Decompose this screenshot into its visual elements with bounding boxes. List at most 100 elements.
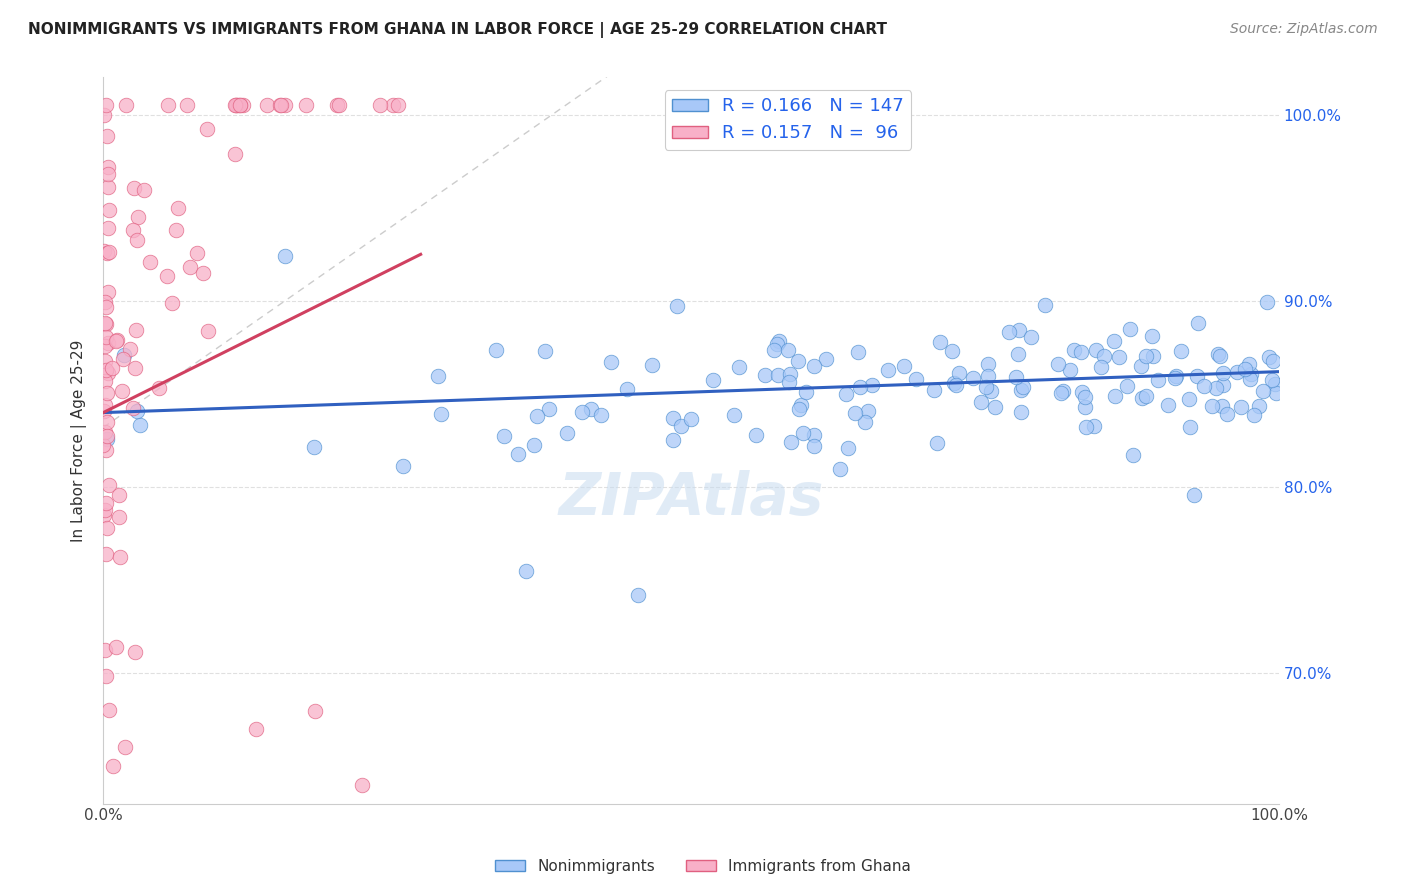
Point <box>830 462 852 476</box>
Point <box>1239 367 1261 381</box>
Point <box>96 432 118 446</box>
Point <box>139 255 162 269</box>
Point <box>970 395 993 409</box>
Point <box>1239 357 1261 371</box>
Point <box>1239 372 1261 386</box>
Point <box>94 643 117 657</box>
Point <box>96 521 118 535</box>
Point <box>1074 400 1097 414</box>
Point <box>1135 349 1157 363</box>
Point <box>97 336 120 351</box>
Point <box>94 502 117 516</box>
Point <box>304 704 326 718</box>
Point <box>368 98 391 112</box>
Point <box>1104 389 1126 403</box>
Point <box>779 368 801 382</box>
Point <box>392 459 415 474</box>
Point <box>124 360 146 375</box>
Point <box>1092 349 1115 363</box>
Point <box>127 210 149 224</box>
Point <box>534 344 557 359</box>
Point <box>1010 383 1032 397</box>
Point <box>1264 377 1286 392</box>
Point <box>1206 347 1229 361</box>
Point <box>91 438 114 452</box>
Point <box>128 417 150 432</box>
Point <box>1083 419 1105 434</box>
Point <box>96 415 118 429</box>
Point <box>1243 408 1265 422</box>
Point <box>786 353 808 368</box>
Point <box>526 409 548 424</box>
Point <box>814 351 837 366</box>
Point <box>1147 373 1170 387</box>
Point <box>101 759 124 773</box>
Point <box>269 98 291 112</box>
Point <box>515 564 537 578</box>
Point <box>112 348 135 362</box>
Point <box>662 411 685 425</box>
Point <box>778 376 800 390</box>
Point <box>274 249 297 263</box>
Point <box>627 588 650 602</box>
Point <box>93 295 115 310</box>
Point <box>941 344 963 359</box>
Point <box>1261 373 1284 387</box>
Point <box>1178 420 1201 434</box>
Point <box>1209 349 1232 363</box>
Point <box>1108 351 1130 365</box>
Point <box>97 366 120 380</box>
Point <box>195 122 218 136</box>
Point <box>382 98 405 112</box>
Point <box>94 98 117 112</box>
Point <box>93 339 115 353</box>
Point <box>96 128 118 143</box>
Point <box>328 98 350 112</box>
Point <box>853 415 876 429</box>
Point <box>1130 392 1153 406</box>
Point <box>232 98 254 112</box>
Point <box>681 412 703 426</box>
Point <box>1102 334 1125 349</box>
Point <box>96 285 118 299</box>
Point <box>1185 369 1208 384</box>
Point <box>224 98 246 112</box>
Point <box>1142 349 1164 363</box>
Point <box>1256 295 1278 310</box>
Point <box>1059 363 1081 377</box>
Legend: Nonimmigrants, Immigrants from Ghana: Nonimmigrants, Immigrants from Ghana <box>488 853 918 880</box>
Point <box>124 181 146 195</box>
Y-axis label: In Labor Force | Age 25-29: In Labor Force | Age 25-29 <box>72 339 87 541</box>
Point <box>846 345 869 359</box>
Point <box>97 477 120 491</box>
Point <box>579 401 602 416</box>
Point <box>571 405 593 419</box>
Point <box>942 376 965 391</box>
Point <box>669 419 692 434</box>
Point <box>1264 385 1286 400</box>
Point <box>948 367 970 381</box>
Point <box>162 295 184 310</box>
Point <box>191 266 214 280</box>
Point <box>96 246 118 260</box>
Point <box>1084 343 1107 357</box>
Point <box>105 333 128 347</box>
Point <box>157 98 180 112</box>
Point <box>537 402 560 417</box>
Point <box>803 439 825 453</box>
Point <box>93 354 115 368</box>
Point <box>165 223 187 237</box>
Point <box>1090 359 1112 374</box>
Point <box>662 433 685 447</box>
Point <box>1070 344 1092 359</box>
Point <box>877 363 900 377</box>
Point <box>1052 384 1074 399</box>
Point <box>1182 488 1205 502</box>
Point <box>1010 404 1032 418</box>
Point <box>1212 377 1234 392</box>
Point <box>256 98 278 112</box>
Point <box>778 343 800 357</box>
Point <box>1258 351 1281 365</box>
Point <box>94 300 117 314</box>
Point <box>96 363 118 377</box>
